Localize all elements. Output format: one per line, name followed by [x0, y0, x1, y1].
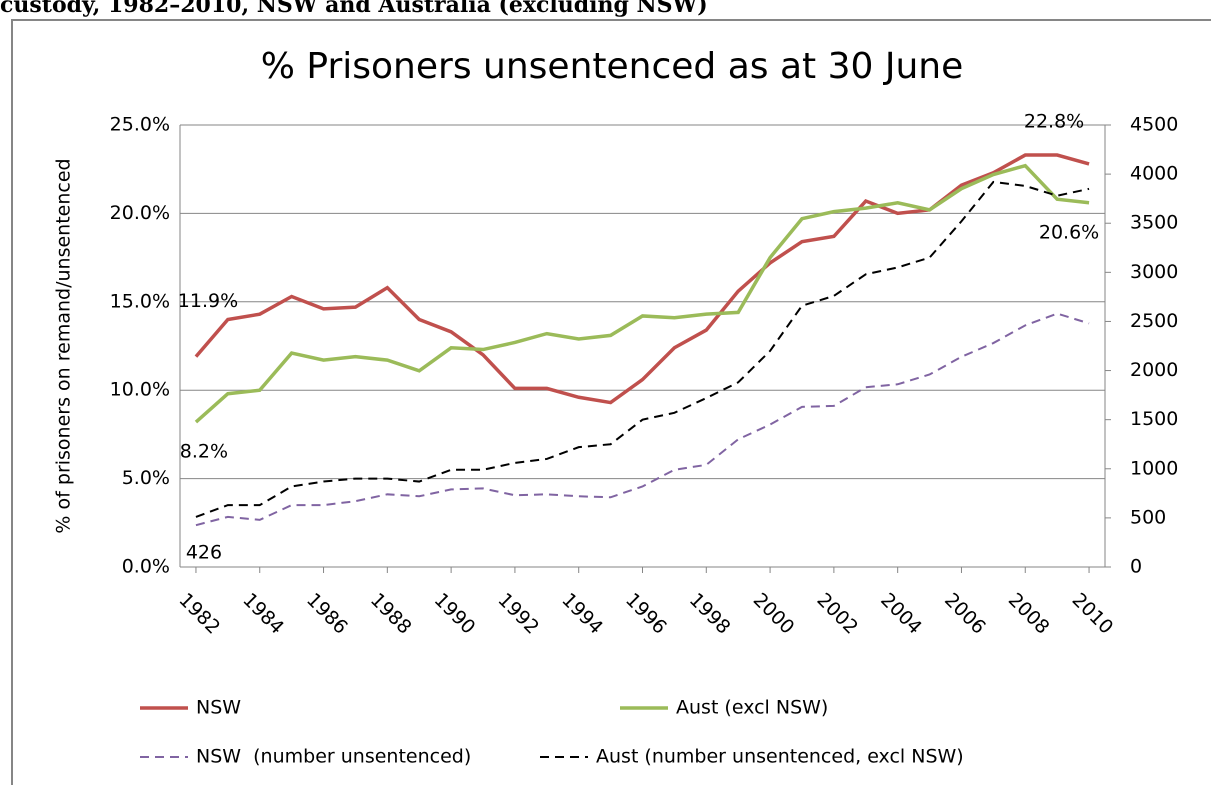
x-tick-label: 1998 — [685, 589, 735, 639]
y2-tick-label: 3000 — [1130, 261, 1178, 283]
x-tick-label: 1986 — [302, 589, 352, 639]
y-tick-label: 0.0% — [122, 556, 170, 578]
legend-label: Aust (excl NSW) — [676, 697, 828, 719]
legend-label: NSW — [196, 697, 241, 719]
y2-tick-label: 1000 — [1130, 457, 1178, 479]
chart-title: % Prisoners unsentenced as at 30 June — [261, 46, 963, 87]
data-label: 20.6% — [1039, 221, 1099, 243]
y2-tick-label: 500 — [1130, 506, 1166, 528]
x-tick-label: 2008 — [1004, 589, 1054, 639]
x-tick-label: 1994 — [557, 589, 607, 639]
x-tick-label: 2006 — [940, 589, 990, 639]
y2-tick-label: 3500 — [1130, 212, 1178, 234]
x-tick-label: 1996 — [621, 589, 671, 639]
x-tick-label: 1982 — [175, 589, 225, 639]
data-label: 11.9% — [178, 290, 238, 312]
y-tick-label: 20.0% — [110, 202, 170, 224]
x-tick-label: 2004 — [876, 589, 926, 639]
chart-frame — [11, 19, 1211, 785]
x-tick-label: 1984 — [238, 589, 288, 639]
y2-tick-label: 4000 — [1130, 163, 1178, 185]
y-tick-label: 10.0% — [110, 379, 170, 401]
data-label: 426 — [186, 542, 222, 564]
y-tick-label: 25.0% — [110, 114, 170, 136]
y2-tick-label: 2500 — [1130, 310, 1178, 332]
data-label: 22.8% — [1024, 110, 1084, 132]
x-tick-label: 2010 — [1068, 589, 1118, 639]
x-tick-label: 1990 — [430, 589, 480, 639]
y2-tick-label: 4500 — [1130, 114, 1178, 136]
series-line — [194, 163, 1090, 424]
series-line — [195, 180, 1090, 518]
x-tick-label: 1992 — [493, 589, 543, 639]
y-tick-label: 15.0% — [110, 290, 170, 312]
x-tick-label: 1988 — [366, 589, 416, 639]
heading: custody, 1982–2010, NSW and Australia (e… — [0, 0, 708, 18]
legend-label: Aust (number unsentenced, excl NSW) — [596, 746, 964, 768]
y-axis-title: % of prisoners on remand/unsentenced — [53, 158, 75, 533]
y2-tick-label: 0 — [1130, 556, 1142, 578]
y2-tick-label: 1500 — [1130, 408, 1178, 430]
x-tick-label: 2002 — [812, 589, 862, 639]
data-label: 8.2% — [180, 441, 228, 463]
x-tick-label: 2000 — [749, 589, 799, 639]
y-tick-label: 5.0% — [122, 467, 170, 489]
y2-tick-label: 2000 — [1130, 359, 1178, 381]
legend-label: NSW (number unsentenced) — [196, 746, 471, 768]
series-line — [195, 312, 1090, 527]
